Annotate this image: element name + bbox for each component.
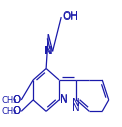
Text: CH₃: CH₃ <box>2 107 17 116</box>
Text: N: N <box>45 46 53 56</box>
Text: OH: OH <box>62 11 78 21</box>
Text: O: O <box>12 106 20 116</box>
Text: N: N <box>60 95 68 105</box>
Text: N: N <box>44 46 52 56</box>
Text: O: O <box>12 95 21 105</box>
Text: N: N <box>60 94 68 104</box>
Text: CH₃: CH₃ <box>2 96 17 105</box>
Text: OH: OH <box>63 12 79 22</box>
Text: O: O <box>12 106 21 116</box>
Text: O: O <box>12 95 20 105</box>
Text: N: N <box>72 98 80 108</box>
Text: N: N <box>72 104 80 114</box>
